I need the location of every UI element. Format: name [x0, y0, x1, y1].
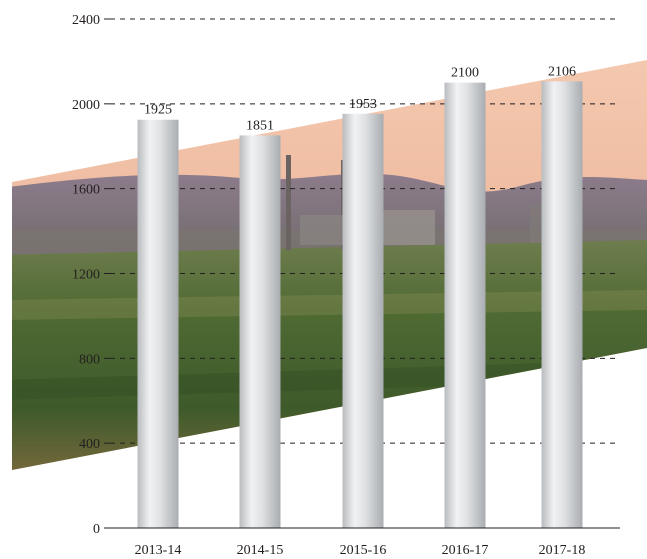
data-label: 1851 [246, 118, 274, 133]
bar-2015-16 [342, 113, 384, 529]
x-tick-label: 2015-16 [340, 543, 387, 558]
data-label: 2100 [451, 66, 479, 81]
x-tick-label: 2014-15 [237, 543, 284, 558]
y-tick-label: 0 [93, 522, 100, 537]
x-axis: 2013-14 2014-15 2015-16 2016-17 2017-18 [135, 543, 586, 558]
bar-2016-17 [444, 82, 486, 528]
y-tick-label: 2000 [72, 98, 100, 113]
data-label: 2106 [548, 64, 576, 79]
bar-2014-15 [239, 135, 281, 528]
y-tick-label: 1600 [72, 183, 100, 198]
x-tick-label: 2016-17 [442, 543, 489, 558]
y-tick-label: 1200 [72, 268, 100, 283]
bar-2017-18 [541, 81, 583, 528]
y-tick-label: 2400 [72, 13, 100, 28]
bars [137, 81, 583, 529]
x-tick-label: 2017-18 [539, 543, 586, 558]
y-tick-label: 800 [79, 352, 100, 367]
data-label: 1925 [144, 103, 172, 118]
bar-2013-14 [137, 119, 179, 528]
x-tick-label: 2013-14 [135, 543, 182, 558]
data-label: 1953 [349, 97, 377, 112]
y-axis: 0 400 800 1200 1600 2000 2400 [72, 13, 110, 537]
data-labels: 1925 1851 1953 2100 2106 [144, 64, 576, 133]
y-tick-label: 400 [79, 437, 100, 452]
